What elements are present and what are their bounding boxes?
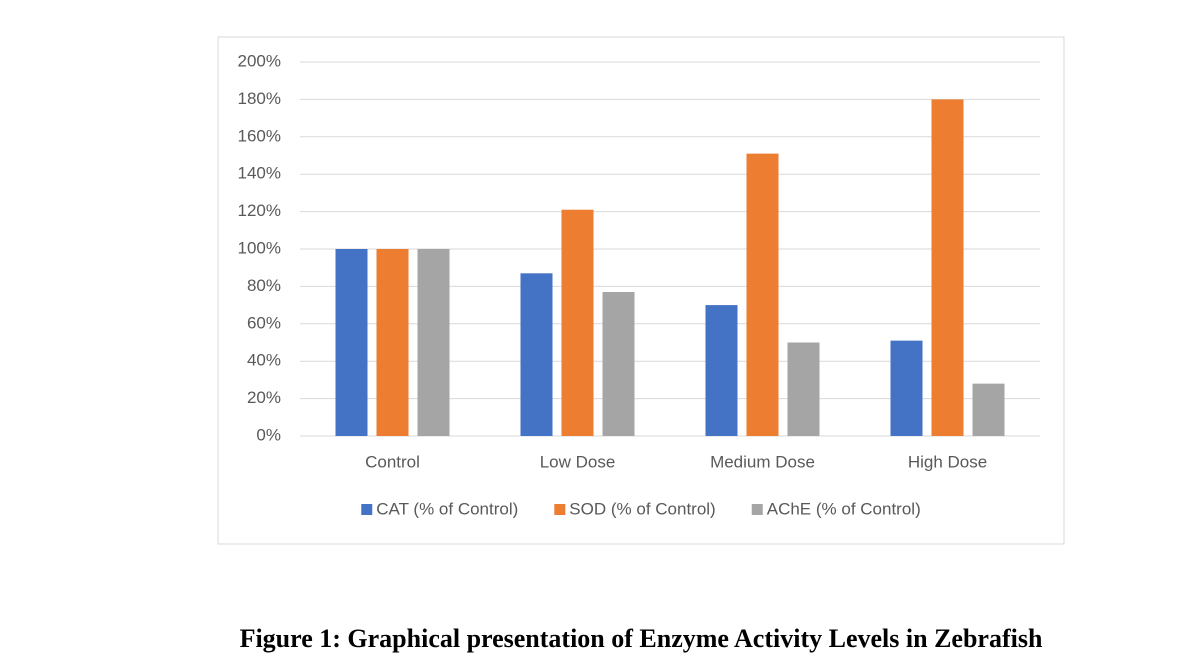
y-tick-label: 140% [238, 164, 281, 183]
legend-label: CAT (% of Control) [376, 499, 518, 518]
y-tick-label: 100% [238, 238, 281, 257]
legend-swatch [751, 504, 763, 515]
x-tick-label: High Dose [908, 452, 987, 471]
legend-label: SOD (% of Control) [569, 499, 715, 518]
y-tick-label: 60% [247, 313, 281, 332]
y-tick-label: 180% [238, 89, 281, 108]
y-tick-label: 160% [238, 126, 281, 145]
y-tick-label: 80% [247, 276, 281, 295]
bar [705, 305, 738, 436]
bar [931, 99, 964, 437]
bar [376, 249, 409, 436]
x-tick-label: Medium Dose [710, 452, 815, 471]
bar [417, 249, 450, 436]
legend-label: AChE (% of Control) [767, 499, 921, 518]
y-tick-label: 40% [247, 351, 281, 370]
bar [561, 209, 594, 436]
legend-swatch [554, 504, 566, 515]
bar [972, 383, 1005, 436]
x-tick-label: Control [365, 452, 420, 471]
y-tick-label: 20% [247, 388, 281, 407]
bar [746, 153, 779, 436]
x-tick-label: Low Dose [540, 452, 616, 471]
legend-swatch [361, 504, 373, 515]
bar [890, 340, 923, 436]
y-tick-label: 0% [256, 425, 281, 444]
y-tick-label: 200% [238, 51, 281, 70]
y-tick-label: 120% [238, 201, 281, 220]
figure-caption: Figure 1: Graphical presentation of Enzy… [240, 624, 1043, 653]
bar [520, 273, 553, 436]
bar [602, 292, 635, 436]
bar [335, 249, 368, 436]
bar [787, 342, 820, 436]
